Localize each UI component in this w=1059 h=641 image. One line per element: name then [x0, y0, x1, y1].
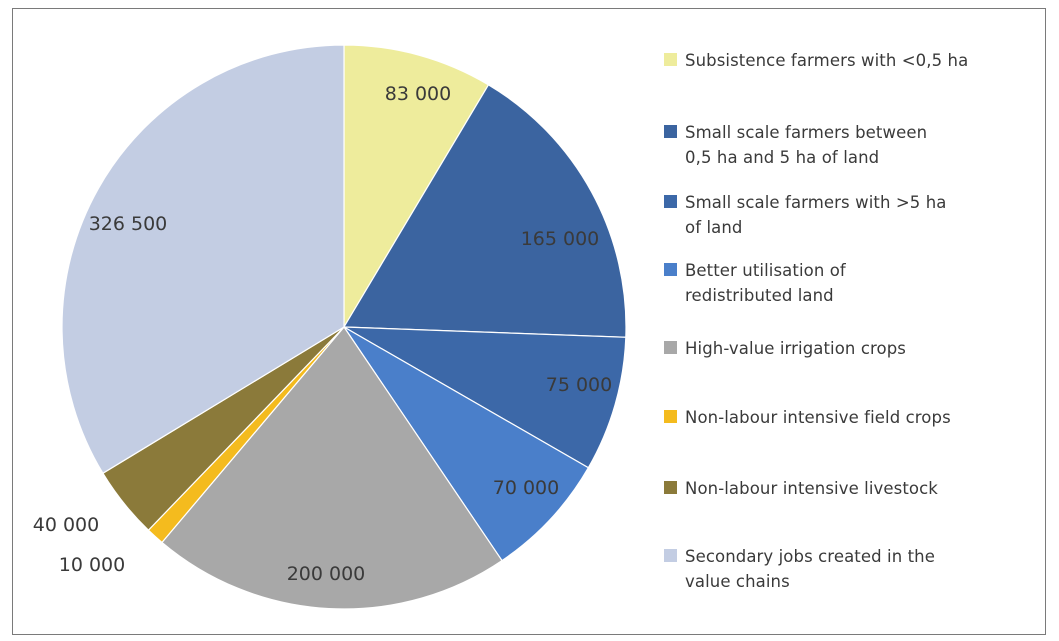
- legend-item-small-05-5ha: Small scale farmers between 0,5 ha and 5 …: [664, 120, 1034, 170]
- legend-label-line: of land: [685, 218, 742, 237]
- slice-value-label-secondary-jobs: 326 500: [89, 213, 168, 235]
- legend-label-line: Small scale farmers between: [685, 123, 927, 142]
- slice-value-label-small-05-5ha: 165 000: [521, 228, 600, 250]
- pie-slices: [62, 45, 626, 609]
- legend-label: Subsistence farmers with <0,5 ha: [685, 48, 968, 73]
- legend-label-line: Non-labour intensive livestock: [685, 479, 938, 498]
- slice-value-label-field-crops: 10 000: [59, 554, 125, 576]
- legend-label-line: Small scale farmers with >5 ha: [685, 193, 946, 212]
- legend-item-irrigation-crops: High-value irrigation crops: [664, 336, 1034, 361]
- legend-label-line: Better utilisation of: [685, 261, 846, 280]
- legend-label-line: Non-labour intensive field crops: [685, 408, 951, 427]
- slice-value-label-livestock: 40 000: [33, 514, 99, 536]
- legend-swatch: [664, 53, 677, 66]
- legend-label: High-value irrigation crops: [685, 336, 906, 361]
- legend-label: Better utilisation of redistributed land: [685, 258, 846, 308]
- legend-label: Non-labour intensive field crops: [685, 405, 951, 430]
- legend-swatch: [664, 410, 677, 423]
- legend-item-redistributed-land: Better utilisation of redistributed land: [664, 258, 1034, 308]
- slice-value-label-irrigation-crops: 200 000: [287, 563, 366, 585]
- legend-item-small-gt5ha: Small scale farmers with >5 ha of land: [664, 190, 1034, 240]
- legend-label-line: Secondary jobs created in the: [685, 547, 935, 566]
- legend-label: Secondary jobs created in the value chain…: [685, 544, 935, 594]
- legend-item-secondary-jobs: Secondary jobs created in the value chain…: [664, 544, 1034, 594]
- legend-label-line: Subsistence farmers with <0,5 ha: [685, 51, 968, 70]
- legend-label: Small scale farmers between 0,5 ha and 5 …: [685, 120, 927, 170]
- slice-value-label-redistributed-land: 70 000: [493, 477, 559, 499]
- legend-item-livestock: Non-labour intensive livestock: [664, 476, 1034, 501]
- legend-swatch: [664, 341, 677, 354]
- legend-label: Non-labour intensive livestock: [685, 476, 938, 501]
- legend-label: Small scale farmers with >5 ha of land: [685, 190, 946, 240]
- slice-value-label-small-gt5ha: 75 000: [546, 374, 612, 396]
- legend-label-line: High-value irrigation crops: [685, 339, 906, 358]
- legend-swatch: [664, 195, 677, 208]
- legend-swatch: [664, 481, 677, 494]
- legend-label-line: redistributed land: [685, 286, 834, 305]
- legend-label-line: 0,5 ha and 5 ha of land: [685, 148, 879, 167]
- legend-item-field-crops: Non-labour intensive field crops: [664, 405, 1034, 430]
- legend-swatch: [664, 125, 677, 138]
- slice-value-label-subsistence: 83 000: [385, 83, 451, 105]
- legend-item-subsistence: Subsistence farmers with <0,5 ha: [664, 48, 1034, 73]
- legend-label-line: value chains: [685, 572, 790, 591]
- legend-swatch: [664, 263, 677, 276]
- legend-swatch: [664, 549, 677, 562]
